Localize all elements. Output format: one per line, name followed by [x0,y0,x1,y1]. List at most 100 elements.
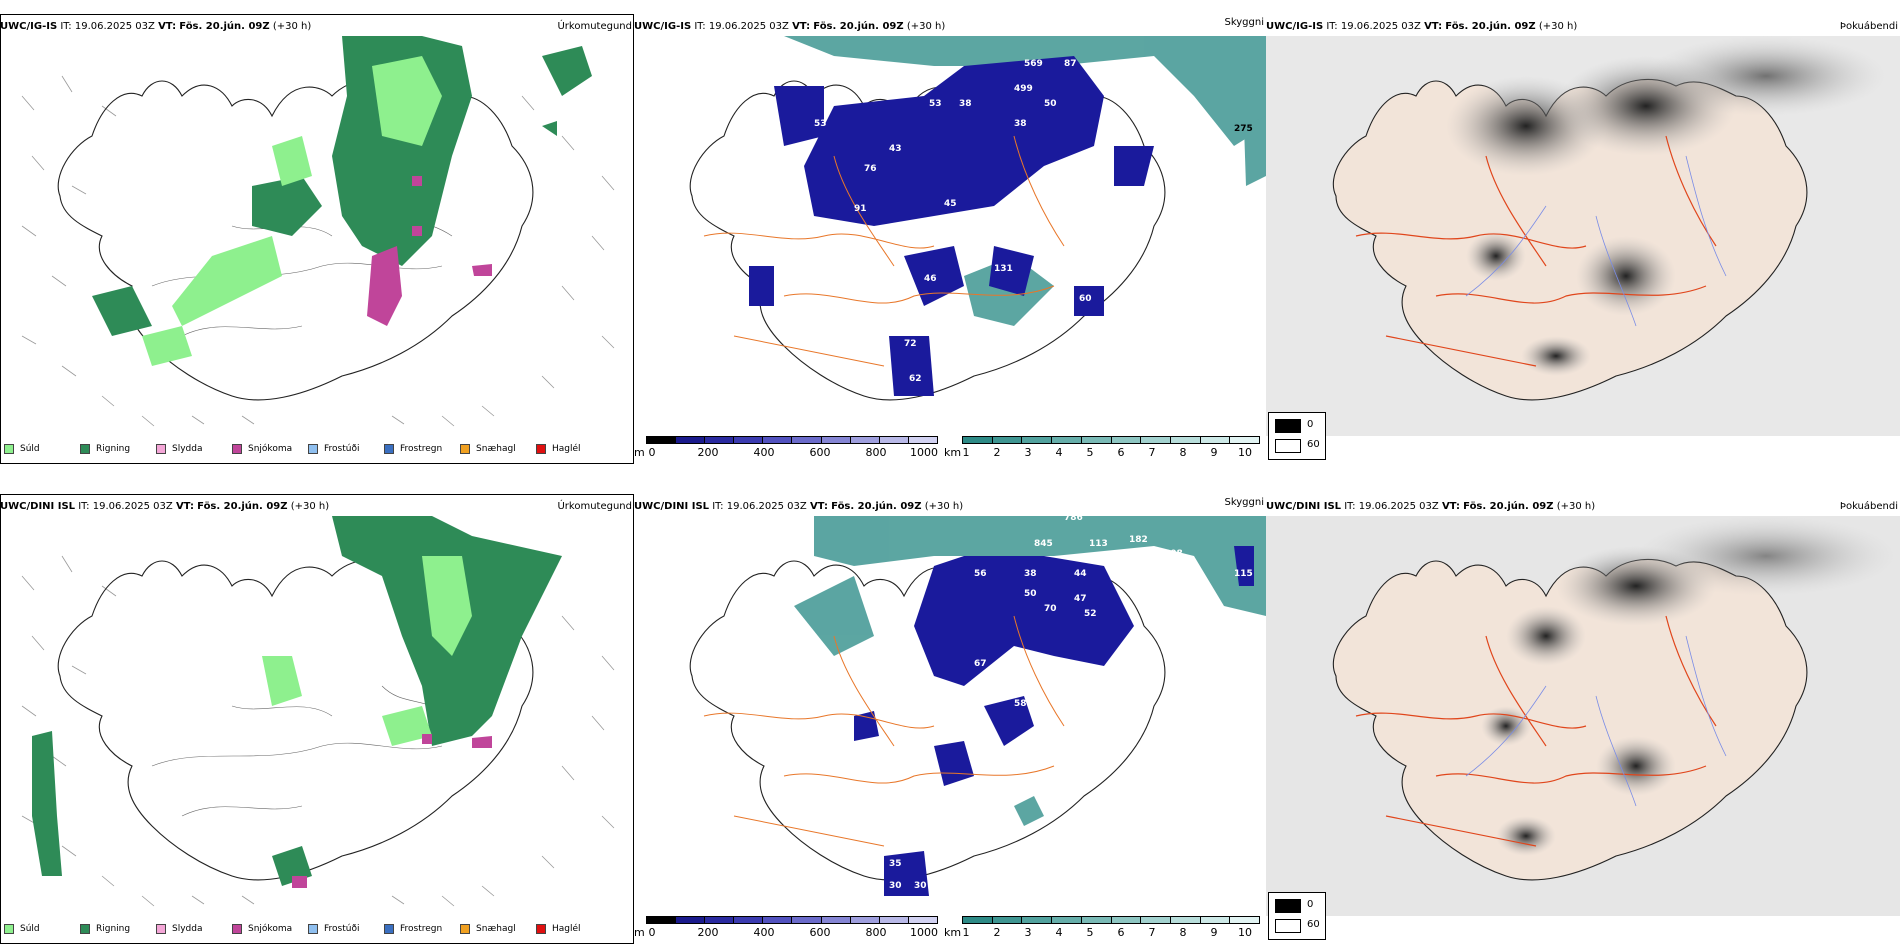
colorbar-tick: 200 [697,446,719,459]
colorbar-tick: 600 [809,446,831,459]
colorbar-tick: 1 [962,446,970,459]
it-value: 19.06.2025 03Z [92,501,173,512]
svg-text:50: 50 [1024,589,1037,599]
visibility-colorbar-bottom: km 1 2 3 4 5 6 7 8 9 10 [942,916,1264,946]
svg-text:62: 62 [764,61,777,71]
legend-label: Slydda [172,924,203,934]
rain-areas [92,36,592,336]
panel-title: Þokuábendi [1839,21,1898,32]
fog-map [1266,516,1900,916]
svg-text:46: 46 [924,274,937,284]
panel-header: UWC/DINI ISL IT: 19.06.2025 03Z VT: Fös.… [1266,500,1900,514]
panel-header: UWC/IG-IS IT: 19.06.2025 03Z VT: Fös. 20… [0,20,634,34]
colorbar-tick: 1000 [910,926,938,939]
colorbar-tick: 800 [865,926,887,939]
svg-text:131: 131 [994,264,1013,274]
legend-label: Rigning [96,444,131,454]
colorbar-tick: 6 [1117,446,1125,459]
panel-header: UWC/DINI ISL IT: 19.06.2025 03Z VT: Fös.… [0,500,634,514]
colorbar-tick: 8 [1179,446,1187,459]
vt-value: Fös. 20.jún. 09Z [1463,501,1554,512]
svg-text:38: 38 [1014,119,1027,129]
colorbar [646,916,938,924]
panel-title: Skyggni [1224,497,1264,508]
legend-item: Frostregn [384,922,460,936]
model-name: UWC/IG-IS [634,21,692,32]
legend-item: Frostúði [308,922,384,936]
colorbar-tick: 2 [993,926,1001,939]
legend-item: Haglél [536,442,612,456]
legend-item: Súld [4,442,80,456]
svg-text:35: 35 [889,859,902,869]
colorbar-tick: 1000 [910,446,938,459]
lead-time: (+30 h) [906,21,946,32]
legend-swatch [308,924,318,934]
legend-label: Haglél [552,444,581,454]
legend-swatch [80,924,90,934]
it-label: IT: [712,501,724,512]
svg-text:62: 62 [909,374,922,384]
it-label: IT: [60,21,72,32]
drizzle-areas [262,556,472,746]
lead-time: (+30 h) [924,501,964,512]
colorbar-tick: 10 [1238,446,1252,459]
colorbar-tick: 1 [962,926,970,939]
svg-text:52: 52 [1084,609,1097,619]
vt-value: Fös. 20.jún. 09Z [831,501,922,512]
vt-label: VT: [1424,21,1443,32]
legend-swatch [232,924,242,934]
svg-text:76: 76 [864,164,877,174]
legend-label: Snæhagl [476,444,516,454]
model-name: UWC/DINI ISL [1266,501,1342,512]
cloud-panel-bottom: UWC/DINI ISL IT: 19.06.2025 03Z VT: Fös.… [634,480,1266,944]
legend-label: Frostúði [324,924,360,934]
cloud-map: 62 70 53 53 38 569 87 499 50 38 43 76 45… [689,36,1266,401]
it-label: IT: [694,21,706,32]
vt-label: VT: [1441,501,1460,512]
colorbar-tick: 4 [1055,926,1063,939]
legend-label: Frostregn [400,924,443,934]
legend-item: Rigning [80,922,156,936]
svg-text:91: 91 [854,204,867,214]
cloud-base-colorbar-bottom: m 0 200 400 600 800 1000 [634,916,940,946]
legend-item: Snjókoma [232,442,308,456]
svg-text:30: 30 [914,881,927,891]
legend-label: Snæhagl [476,924,516,934]
it-value: 19.06.2025 03Z [708,21,789,32]
colorbar-unit: m [634,446,645,459]
colorbar-tick: 5 [1086,926,1094,939]
fog-legend-top: 0 60 [1268,412,1326,460]
fog-panel-bottom: UWC/DINI ISL IT: 19.06.2025 03Z VT: Fös.… [1266,480,1900,944]
svg-text:43: 43 [889,144,902,154]
colorbar-tick: 400 [753,446,775,459]
svg-text:70: 70 [784,69,797,79]
svg-text:67: 67 [974,659,987,669]
vt-value: Fös. 20.jún. 09Z [813,21,904,32]
vt-label: VT: [809,501,828,512]
panel-header: UWC/DINI ISL IT: 19.06.2025 03Z VT: Fös.… [634,497,1266,514]
vt-value: Fös. 20.jún. 09Z [179,21,270,32]
lead-time: (+30 h) [272,21,312,32]
legend-swatch [156,444,166,454]
panel-header: UWC/IG-IS IT: 19.06.2025 03Z VT: Fös. 20… [634,17,1266,34]
it-value: 19.06.2025 03Z [1358,501,1439,512]
fog-swatch-high [1275,899,1301,913]
legend-swatch [4,924,14,934]
colorbar-tick: 0 [648,926,656,939]
svg-text:72: 72 [904,339,917,349]
legend-item: Snjókoma [232,922,308,936]
vt-label: VT: [175,501,194,512]
model-name: UWC/DINI ISL [0,501,76,512]
legend-label: Rigning [96,924,131,934]
svg-text:38: 38 [959,99,972,109]
fog-label-high: 0 [1307,899,1314,910]
snow-areas [367,176,492,326]
legend-item: Snæhagl [460,922,536,936]
cloud-base-colorbar-top: m 0 200 400 600 800 1000 [634,436,940,466]
model-name: UWC/DINI ISL [634,501,710,512]
legend-label: Snjókoma [248,444,293,454]
svg-text:182: 182 [1129,535,1148,545]
colorbar-tick: 8 [1179,926,1187,939]
fog-swatch-low [1275,439,1301,453]
cloud-base-areas [854,546,1254,896]
